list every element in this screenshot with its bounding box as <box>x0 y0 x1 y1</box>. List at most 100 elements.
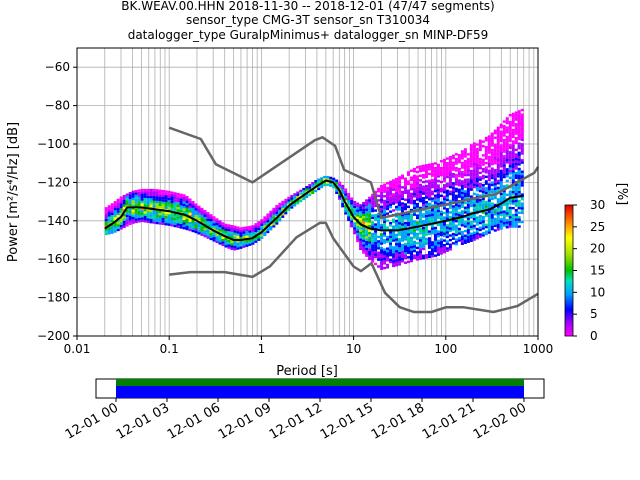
psd-density-cell <box>496 225 500 229</box>
psd-density-cell <box>353 203 357 206</box>
psd-density-cell <box>371 225 375 229</box>
psd-density-cell <box>155 212 159 215</box>
psd-density-cell <box>161 206 165 209</box>
psd-density-cell <box>493 175 497 179</box>
psd-density-cell <box>442 165 446 169</box>
psd-density-cell <box>514 137 518 140</box>
psd-density-cell <box>460 154 464 158</box>
psd-density-cell <box>161 201 165 205</box>
psd-density-cell <box>424 171 428 174</box>
psd-density-cell <box>200 226 204 229</box>
psd-density-cell <box>152 191 156 194</box>
psd-density-cell <box>233 227 237 231</box>
psd-density-cell <box>466 208 470 211</box>
psd-density-cell <box>404 249 408 253</box>
psd-density-cell <box>389 180 393 184</box>
psd-density-cell <box>200 212 204 215</box>
psd-density-cell <box>374 204 378 208</box>
psd-density-cell <box>463 206 467 209</box>
psd-density-cell <box>365 254 369 257</box>
psd-density-cell <box>457 188 461 192</box>
timeline-tick-label: 12-01 15 <box>318 400 376 442</box>
psd-density-cell <box>386 196 390 199</box>
psd-density-cell <box>197 227 201 230</box>
psd-density-cell <box>224 240 228 243</box>
psd-density-cell <box>508 123 512 126</box>
psd-density-cell <box>469 162 473 166</box>
psd-density-cell <box>407 246 410 250</box>
psd-density-cell <box>281 200 285 204</box>
psd-density-cell <box>221 243 225 247</box>
psd-density-cell <box>371 232 375 236</box>
psd-density-cell <box>398 203 402 207</box>
psd-density-cell <box>116 214 120 218</box>
psd-density-cell <box>499 146 503 150</box>
psd-density-cell <box>389 224 393 227</box>
y-tick-label: −100 <box>37 137 70 151</box>
psd-density-cell <box>451 161 455 164</box>
psd-density-cell <box>427 244 431 247</box>
psd-density-cell <box>407 230 410 234</box>
psd-density-cell <box>457 170 461 173</box>
psd-density-cell <box>110 212 114 216</box>
psd-density-cell <box>125 200 129 203</box>
psd-density-cell <box>454 231 458 234</box>
psd-density-cell <box>517 128 521 131</box>
psd-density-cell <box>439 169 443 172</box>
psd-density-cell <box>520 161 524 164</box>
psd-density-cell <box>134 204 138 207</box>
psd-density-cell <box>278 216 282 220</box>
psd-density-cell <box>209 225 213 229</box>
psd-density-cell <box>377 235 381 239</box>
psd-density-cell <box>188 219 192 222</box>
psd-density-cell <box>487 144 491 147</box>
psd-density-cell <box>442 200 446 203</box>
psd-density-cell <box>209 233 213 236</box>
psd-density-cell <box>266 213 270 216</box>
psd-density-cell <box>514 183 518 186</box>
psd-density-cell <box>170 205 174 208</box>
psd-density-cell <box>395 201 399 204</box>
psd-density-cell <box>418 169 422 173</box>
psd-density-cell <box>472 215 476 218</box>
psd-density-cell <box>152 202 156 206</box>
psd-density-cell <box>380 240 384 243</box>
psd-density-cell <box>407 240 410 243</box>
psd-density-cell <box>230 245 234 248</box>
psd-density-cell <box>245 228 249 231</box>
mean-psd-line <box>104 179 524 241</box>
psd-density-cell <box>161 217 165 221</box>
psd-density-cell <box>203 212 207 215</box>
psd-density-cell <box>484 145 488 149</box>
psd-density-cell <box>356 230 360 233</box>
psd-density-cell <box>137 191 141 195</box>
psd-density-cell <box>505 223 509 227</box>
psd-density-cell <box>383 206 387 210</box>
psd-density-cell <box>107 209 111 213</box>
psd-density-cell <box>478 176 482 179</box>
psd-density-cell <box>475 216 479 219</box>
psd-density-cell <box>143 211 147 214</box>
psd-density-cell <box>371 207 375 210</box>
psd-density-cell <box>487 176 491 179</box>
psd-density-cell <box>520 118 524 121</box>
psd-density-cell <box>164 223 168 226</box>
psd-density-cell <box>505 144 509 148</box>
psd-density-cell <box>371 246 375 249</box>
psd-density-cell <box>143 202 147 205</box>
psd-density-cell <box>272 216 276 219</box>
psd-density-cell <box>499 160 503 163</box>
psd-density-cell <box>152 216 156 220</box>
psd-density-cell <box>442 246 446 249</box>
psd-density-cell <box>251 229 255 232</box>
psd-density-cell <box>350 220 354 223</box>
psd-density-cell <box>454 203 458 207</box>
psd-density-cell <box>347 216 351 219</box>
psd-density-cell <box>116 203 120 206</box>
psd-density-cell <box>266 215 270 219</box>
psd-density-cell <box>457 193 461 196</box>
psd-density-cell <box>182 219 186 223</box>
psd-density-cell <box>380 242 384 245</box>
psd-density-cell <box>143 208 147 212</box>
psd-density-cell <box>418 239 422 242</box>
